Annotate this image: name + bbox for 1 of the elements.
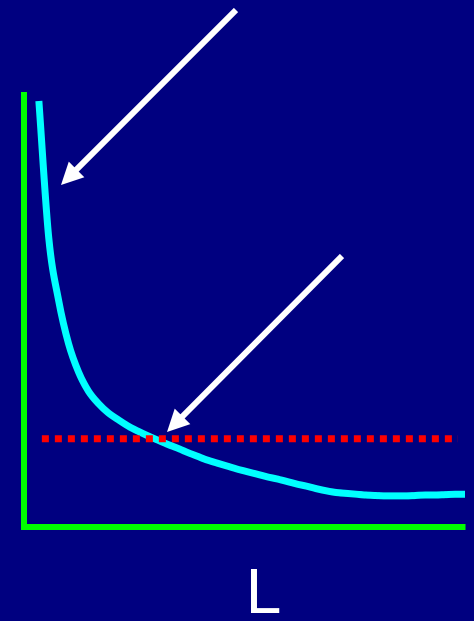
x-axis-title: L xyxy=(246,555,282,621)
